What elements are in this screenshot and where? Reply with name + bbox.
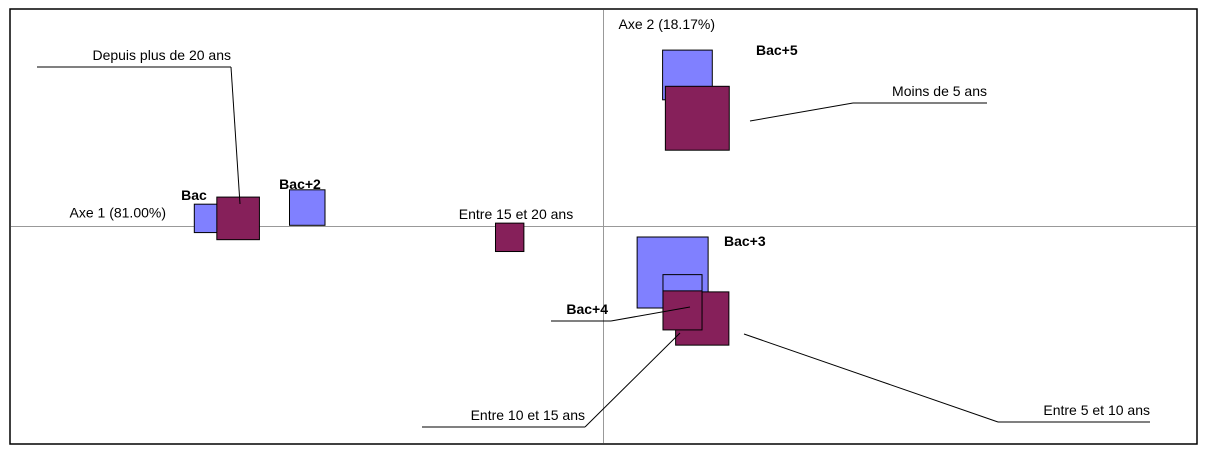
leader-depuis-plus-de-20-ans — [230, 66, 241, 205]
point-entre-15-et-20-ans — [494, 222, 525, 253]
x-axis-label: Axe 1 (81.00%) — [70, 205, 167, 221]
label-bac-plus-2: Bac+2 — [279, 176, 321, 192]
label-bac-plus-3: Bac+3 — [724, 233, 766, 249]
label-entre-5-et-10-ans: Entre 5 et 10 ans — [1043, 402, 1150, 418]
leader-entre-5-et-10-ans — [743, 333, 999, 423]
label-entre-10-et-15-ans: Entre 10 et 15 ans — [471, 407, 585, 423]
label-bac-plus-4: Bac+4 — [566, 301, 608, 317]
leader-bac-plus-4 — [610, 306, 691, 322]
label-bac: Bac — [181, 187, 207, 203]
leader-moins-de-5-ans — [749, 102, 854, 122]
label-moins-de-5-ans: Moins de 5 ans — [892, 83, 987, 99]
label-entre-15-et-20-ans: Entre 15 et 20 ans — [459, 206, 573, 222]
chart-marks: Bac Bac+2 Bac+5 Bac+3 Bac+4 Depuis plus de 20… — [37, 42, 1150, 428]
point-bac-plus-2 — [289, 189, 326, 226]
point-depuis-plus-de-20-ans — [216, 196, 260, 241]
point-moins-de-5-ans — [664, 85, 730, 151]
y-axis-label: Axe 2 (18.17%) — [619, 16, 716, 32]
label-depuis-plus-de-20-ans: Depuis plus de 20 ans — [92, 47, 231, 63]
leader-entre-10-et-15-ans — [584, 332, 681, 428]
chart-frame — [9, 8, 1198, 445]
label-bac-plus-5: Bac+5 — [756, 42, 798, 58]
